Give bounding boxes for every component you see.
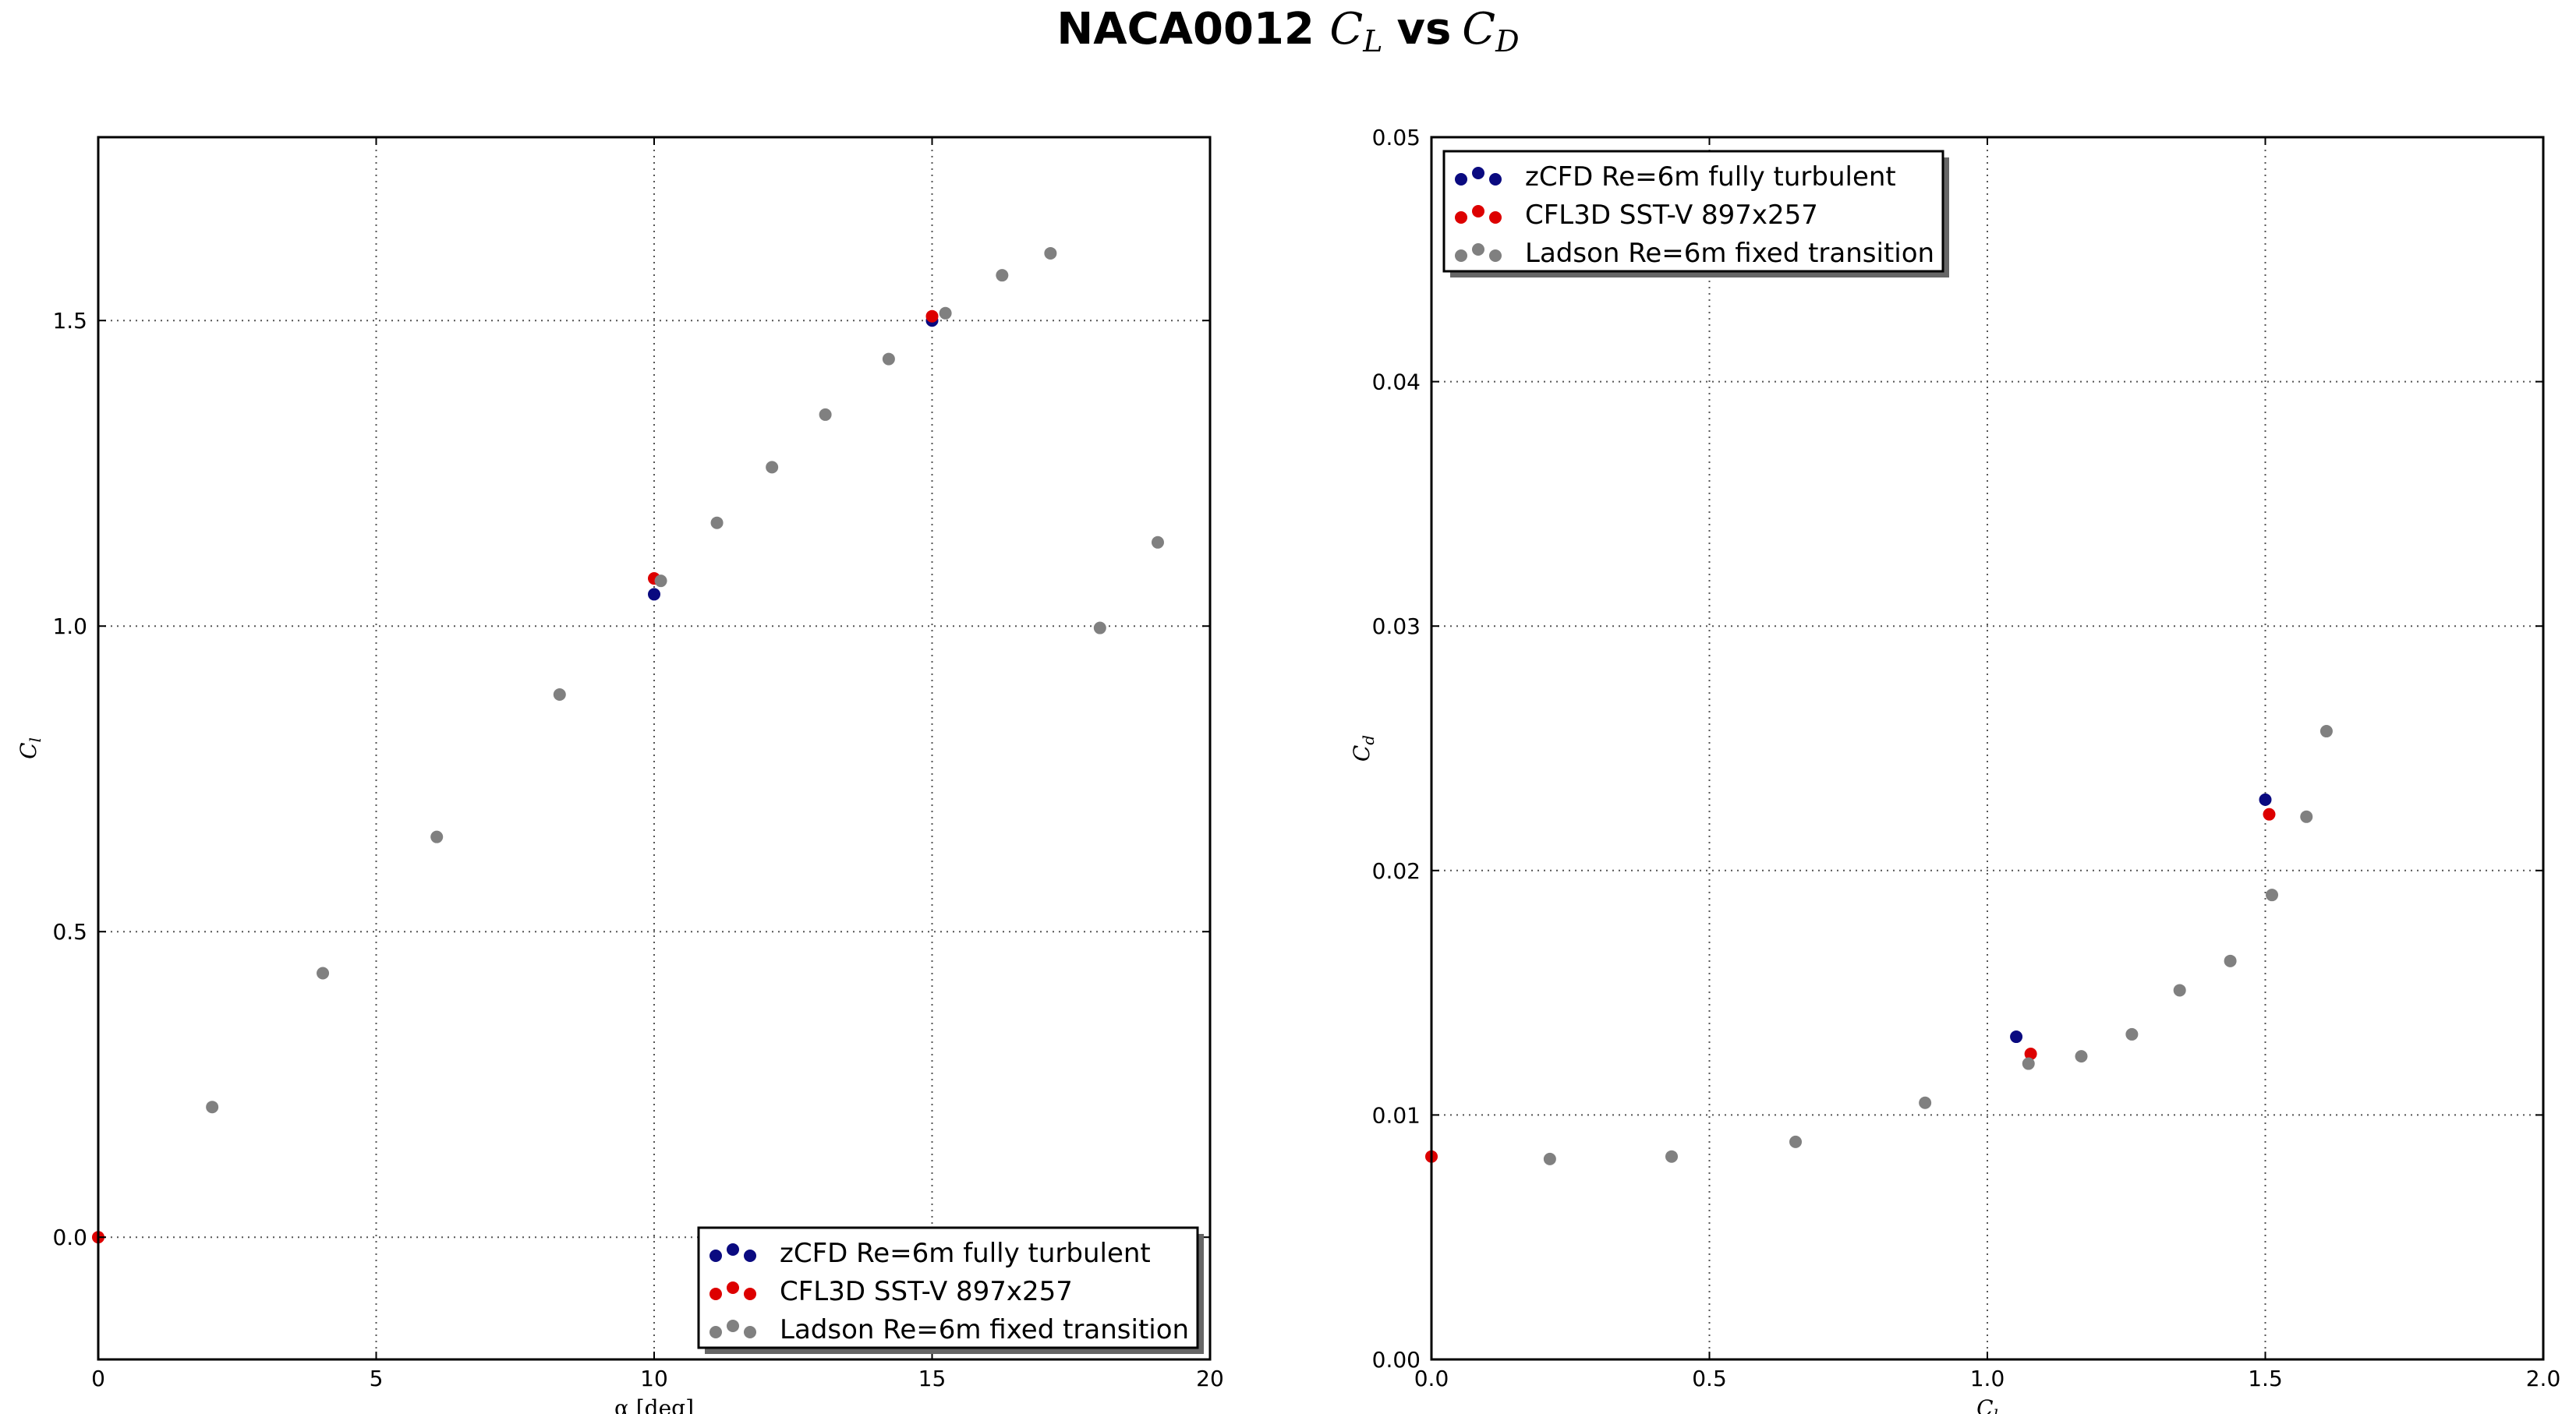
title-cl-symbol: C [1329,4,1363,55]
data-point-ladson-re-6m-fixed-transition [1665,1150,1679,1163]
legend-entry-label: Ladson Re=6m fixed transition [780,1314,1189,1345]
x-tick-label: 2.0 [2526,1366,2561,1391]
data-point-ladson-re-6m-fixed-transition [1919,1096,1932,1109]
x-tick-label: 1.5 [2248,1366,2283,1391]
data-point-ladson-re-6m-fixed-transition [2224,954,2237,967]
y-axis-label-main: C [16,742,41,758]
data-point-ladson-re-6m-fixed-transition [654,574,667,588]
data-point-ladson-re-6m-fixed-transition [2300,810,2313,823]
legend-marker [1455,249,1467,262]
legend-marker [1489,211,1502,224]
y-tick-label: 0.0 [52,1225,87,1250]
y-tick-label: 0.01 [1372,1102,1421,1128]
legend-marker [727,1320,739,1332]
data-point-ladson-re-6m-fixed-transition [1093,621,1106,635]
x-tick-label: 5 [370,1366,384,1391]
y-tick-label: 0.5 [52,919,87,945]
data-point-ladson-re-6m-fixed-transition [996,269,1009,282]
y-tick-label: 0.00 [1372,1347,1421,1373]
title-cd-symbol: C [1462,4,1495,55]
y-tick-label: 0.02 [1372,858,1421,884]
legend-entry-label: zCFD Re=6m fully turbulent [1525,161,1896,193]
cd-cl-chart: 0.0 0.5 1.0 1.5 2.0 0.00 0.01 0.02 0.03 0.04 0.05 C… [1349,125,2560,1414]
x-tick-label: 1.0 [1970,1366,2005,1391]
y-tick-label: 0.04 [1372,369,1421,395]
data-point-ladson-re-6m-fixed-transition [317,967,330,980]
y-tick-label: 0.03 [1372,613,1421,639]
data-point-ladson-re-6m-fixed-transition [206,1101,219,1114]
title-cl-subscript: L [1362,24,1382,58]
legend-marker [1472,167,1484,179]
legend-marker [1489,173,1502,186]
data-point-ladson-re-6m-fixed-transition [2125,1027,2139,1041]
legend-marker [744,1288,756,1300]
data-point-ladson-re-6m-fixed-transition [553,688,566,702]
data-point-ladson-re-6m-fixed-transition [1543,1152,1556,1165]
figure-title: NACA0012 CL vs CD [1056,4,1519,58]
legend-box [1442,150,1944,273]
y-axis-label: Cl [16,737,44,759]
y-tick-label: 0.05 [1372,125,1421,150]
x-tick-label: 20 [1196,1366,1224,1391]
x-tick-label: 0.5 [1692,1366,1727,1391]
y-tick-label: 1.5 [52,308,87,334]
legend-marker [1455,173,1467,186]
legend-entry-label: Ladson Re=6m fixed transition [1525,238,1934,269]
legend-entry-label: zCFD Re=6m fully turbulent [780,1238,1151,1269]
legend-marker [1455,211,1467,224]
data-point-ladson-re-6m-fixed-transition [1044,246,1057,260]
data-point-ladson-re-6m-fixed-transition [1789,1135,1803,1148]
legend-marker [1472,205,1484,217]
y-axis-label-main: C [1349,745,1375,762]
data-point-cfl3d-sst-v-897x257 [2263,808,2276,821]
title-cd-subscript: D [1495,24,1519,58]
legend-marker [1489,249,1502,262]
legend-marker [727,1281,739,1294]
legend-entry-label: CFL3D SST-V 897x257 [1525,200,1818,231]
data-point-ladson-re-6m-fixed-transition [430,830,444,843]
x-axis-label-sub: l [1994,1405,1998,1414]
x-tick-label: 0 [91,1366,105,1391]
data-point-ladson-re-6m-fixed-transition [882,352,895,366]
x-tick-label: 10 [640,1366,668,1391]
x-axis-label-main: C [1976,1395,1993,1414]
legend-marker [709,1250,722,1262]
x-axis-label: Cl [1976,1395,1998,1414]
data-point-ladson-re-6m-fixed-transition [2173,984,2186,997]
data-point-zcfd-re-6m-fully-turbulent [648,588,660,601]
title-vs: vs [1396,4,1451,55]
y-axis-label-sub: l [26,737,44,742]
data-point-ladson-re-6m-fixed-transition [710,516,724,529]
title-prefix: NACA0012 [1056,4,1329,55]
legend-marker [709,1326,722,1338]
x-axis-label: α [deg] [614,1395,694,1414]
data-point-ladson-re-6m-fixed-transition [2022,1057,2035,1070]
legend-entry-label: CFL3D SST-V 897x257 [780,1276,1073,1307]
data-point-ladson-re-6m-fixed-transition [2266,889,2279,902]
legend-marker [709,1288,722,1300]
legend-box [697,1226,1199,1349]
data-point-zcfd-re-6m-fully-turbulent [2259,793,2272,806]
y-axis-label-sub: d [1359,735,1378,745]
x-tick-label: 15 [918,1366,947,1391]
data-point-ladson-re-6m-fixed-transition [2319,725,2333,738]
x-tick-label: 0.0 [1414,1366,1449,1391]
legend-marker [744,1326,756,1338]
data-point-ladson-re-6m-fixed-transition [819,408,832,421]
data-point-ladson-re-6m-fixed-transition [939,306,952,320]
data-point-ladson-re-6m-fixed-transition [766,461,779,474]
y-axis-label: Cd [1349,735,1378,762]
data-point-cfl3d-sst-v-897x257 [2024,1048,2037,1060]
data-point-cfl3d-sst-v-897x257 [925,309,939,323]
legend-marker [744,1250,756,1262]
data-point-ladson-re-6m-fixed-transition [1151,536,1164,549]
legend-marker [727,1243,739,1256]
data-point-ladson-re-6m-fixed-transition [2075,1050,2088,1063]
legend-marker [1472,243,1484,256]
y-tick-label: 1.0 [52,613,87,639]
data-point-zcfd-re-6m-fully-turbulent [2010,1030,2023,1044]
cl-alpha-chart: 0 5 10 15 20 0.0 0.5 1.0 1.5 α [deg] Cl zCFD Re=6m … [16,136,1224,1414]
